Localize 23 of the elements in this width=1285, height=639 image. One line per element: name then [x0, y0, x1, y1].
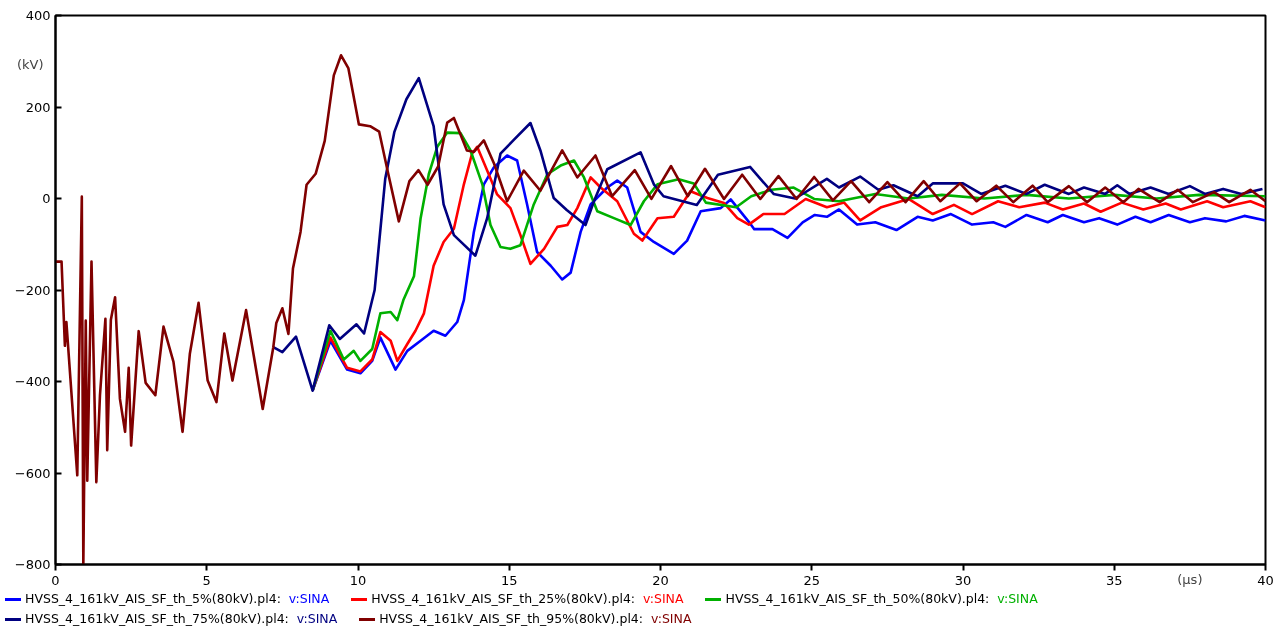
- y-tick-label: −600: [14, 465, 51, 481]
- y-axis-title: (kV): [16, 57, 44, 73]
- x-tick-label: 30: [954, 572, 972, 588]
- x-tick-label: 20: [652, 572, 669, 588]
- line-series: [272, 76, 1264, 392]
- x-tick-label: 40: [1257, 572, 1274, 588]
- y-tick-label: −800: [14, 557, 51, 572]
- y-tick-label: −200: [14, 282, 51, 298]
- y-tick-label: 0: [42, 191, 51, 206]
- legend-label: HVSS_4_161kV_AIS_SF_th_50%(80kV).pl4: v:SINA: [724, 590, 1038, 608]
- legend-label: HVSS_4_161kV_AIS_SF_th_5%(80kV).pl4: v:SINA: [24, 590, 330, 608]
- x-tick-label: 5: [202, 572, 211, 588]
- legend-label: HVSS_4_161kV_AIS_SF_th_95%(80kV).pl4: v:SINA: [378, 610, 692, 628]
- x-axis-title: (µs): [1177, 571, 1203, 587]
- x-tick-label: 35: [1105, 572, 1123, 588]
- legend-label: HVSS_4_161kV_AIS_SF_th_25%(80kV).pl4: v:SINA: [370, 590, 684, 608]
- legend-label: HVSS_4_161kV_AIS_SF_th_75%(80kV).pl4: v:SINA: [24, 610, 338, 628]
- y-tick-label: −400: [14, 374, 51, 389]
- y-tick-label: 400: [25, 8, 51, 23]
- x-tick-label: 10: [349, 572, 367, 588]
- y-tick-label: 200: [25, 99, 51, 115]
- x-tick-label: 25: [803, 572, 821, 588]
- x-tick-label: 15: [500, 572, 518, 588]
